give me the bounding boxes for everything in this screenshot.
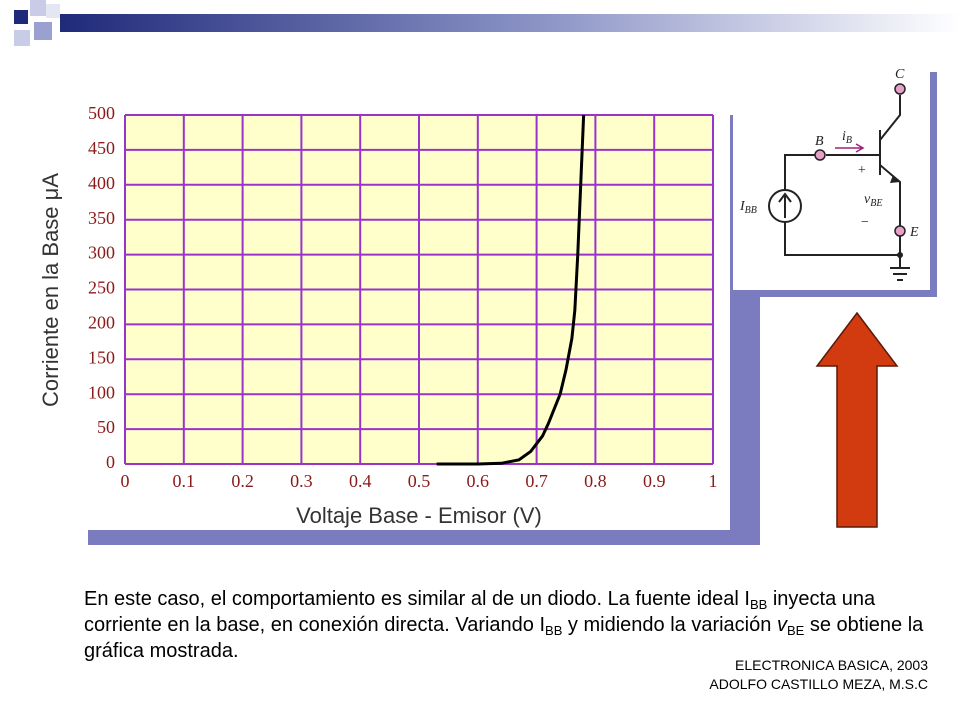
x-tick-label: 0.9 bbox=[643, 471, 666, 491]
label-ibb: IBB bbox=[739, 199, 757, 216]
ground bbox=[890, 262, 910, 281]
text-run: En este caso, el comportamiento es simil… bbox=[84, 588, 750, 610]
current-arrow bbox=[835, 143, 865, 153]
y-tick-label: 150 bbox=[88, 347, 115, 367]
circuit-panel bbox=[733, 62, 930, 290]
deco-square bbox=[14, 10, 28, 24]
text-run: v bbox=[776, 614, 787, 636]
footer-line: ADOLFO CASTILLO MEZA, M.S.C bbox=[709, 676, 928, 692]
deco-square bbox=[14, 30, 30, 46]
deco-square bbox=[30, 0, 46, 16]
source-arrow bbox=[778, 192, 792, 218]
y-axis-title: Corriente en la Base μA bbox=[38, 173, 63, 407]
plot: 0 50 100 150 200 250 300 350 400 450 500 0 0.1 0.2 0.3… bbox=[88, 103, 718, 491]
subscript: BB bbox=[545, 623, 563, 638]
emitter-arrow bbox=[890, 175, 900, 183]
source bbox=[768, 189, 802, 223]
y-tick-label: 250 bbox=[88, 278, 115, 298]
x-tick-label: 0.6 bbox=[467, 471, 490, 491]
y-tick-label: 100 bbox=[88, 382, 115, 402]
ibb: I bbox=[739, 199, 746, 214]
y-tick-label: 50 bbox=[97, 417, 115, 437]
label-ib: iB bbox=[842, 129, 852, 146]
circuit bbox=[768, 95, 910, 281]
label-minus: − bbox=[860, 215, 869, 230]
x-tick-label: 0.1 bbox=[173, 471, 196, 491]
body-text: En este caso, el comportamiento es simil… bbox=[84, 586, 924, 664]
label-c: C bbox=[895, 67, 905, 82]
x-tick-label: 0.8 bbox=[584, 471, 607, 491]
deco-square bbox=[46, 4, 60, 18]
text-run: y midiendo la variación bbox=[562, 614, 777, 636]
x-tick-label: 0.3 bbox=[290, 471, 313, 491]
terminal bbox=[814, 149, 826, 161]
terminal bbox=[894, 83, 906, 95]
deco-square bbox=[34, 22, 52, 40]
label-b: B bbox=[815, 134, 824, 149]
text-run: inyecta una corriente en la base, en con… bbox=[84, 588, 876, 636]
y-tick-label: 500 bbox=[88, 103, 115, 123]
x-tick-label: 0.2 bbox=[231, 471, 254, 491]
text-run: se obtiene la gráfica mostrada. bbox=[84, 614, 924, 662]
node bbox=[897, 252, 903, 258]
y-tick-label: 0 bbox=[106, 452, 115, 472]
label-plus: + bbox=[857, 163, 866, 178]
x-tick-label: 0.4 bbox=[349, 471, 372, 491]
ib: i bbox=[842, 129, 846, 144]
ib-sub: B bbox=[846, 135, 852, 146]
x-axis-title: Voltaje Base - Emisor (V) bbox=[296, 503, 542, 528]
curve bbox=[436, 114, 586, 466]
y-tick-label: 400 bbox=[88, 173, 115, 193]
title-bar bbox=[60, 14, 960, 32]
footer-line: ELECTRONICA BASICA, 2003 bbox=[735, 657, 928, 673]
subscript: BE bbox=[786, 623, 805, 638]
x-tick-label: 0.7 bbox=[525, 471, 548, 491]
vbe-sub: BE bbox=[870, 198, 882, 209]
terminal bbox=[894, 225, 906, 237]
x-tick-label: 1 bbox=[709, 471, 718, 491]
y-tick-label: 350 bbox=[88, 208, 115, 228]
y-tick-label: 300 bbox=[88, 243, 115, 263]
footer: ELECTRONICA BASICA, 2003 ADOLFO CASTILLO … bbox=[709, 656, 928, 694]
label-e: E bbox=[909, 225, 919, 240]
subscript: BB bbox=[749, 597, 768, 612]
ibb-sub: BB bbox=[745, 205, 757, 216]
x-tick-label: 0 bbox=[121, 471, 130, 491]
y-tick-label: 450 bbox=[88, 138, 115, 158]
y-tick-label: 200 bbox=[88, 313, 115, 333]
vbe: v bbox=[864, 192, 871, 207]
arrow bbox=[815, 311, 899, 528]
label-vbe: vBE bbox=[864, 192, 882, 209]
x-tick-label: 0.5 bbox=[408, 471, 431, 491]
